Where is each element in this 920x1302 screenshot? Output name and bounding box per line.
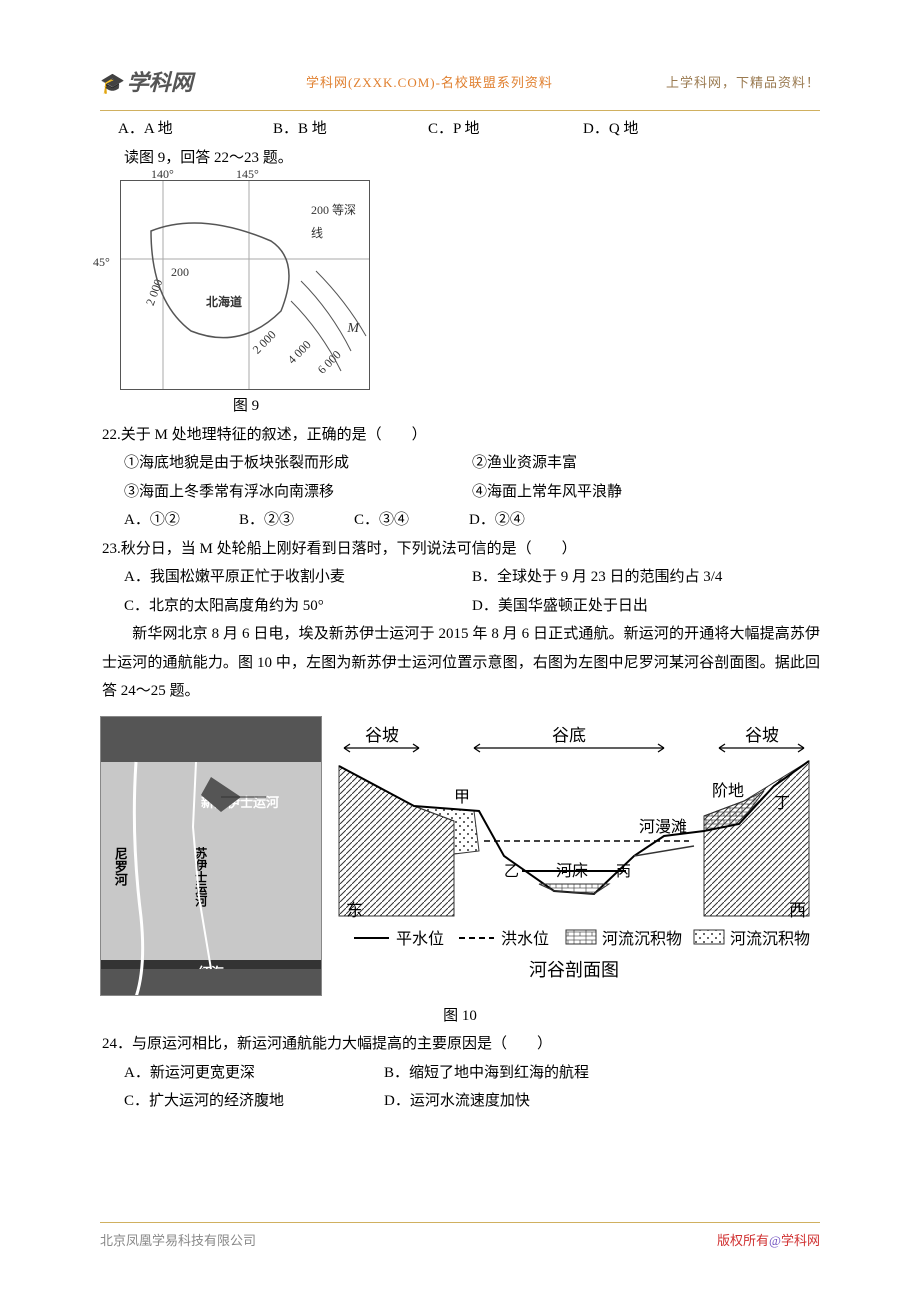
document-body: A．A 地 B．B 地 C．P 地 D．Q 地 读图 9，回答 22～23 题。… <box>100 115 820 1116</box>
q24-row1: A．新运河更宽更深 B．缩短了地中海到红海的航程 <box>100 1059 820 1088</box>
intro-fig9: 读图 9，回答 22～23 题。 <box>100 144 820 173</box>
lat-45: 45° <box>93 251 110 274</box>
option-b: B．全球处于 9 月 23 日的范围约占 3/4 <box>472 563 820 592</box>
option-a: A．A 地 <box>118 115 273 144</box>
copyright-brand: 学科网 <box>781 1233 820 1248</box>
page-header: 🎓 学科网 学科网(ZXXK.COM)-名校联盟系列资料 上学科网，下精品资料！ <box>100 62 820 111</box>
option-c: C．③④ <box>354 506 469 535</box>
paragraph-fig10: 新华网北京 8 月 6 日电，埃及新苏伊士运河于 2015 年 8 月 6 日正… <box>100 620 820 706</box>
q22-stem: 22.关于 M 处地理特征的叙述，正确的是（ ） <box>100 421 820 450</box>
slope-left-label: 谷坡 <box>365 726 399 745</box>
q23-row2: C．北京的太阳高度角约为 50° D．美国华盛顿正处于日出 <box>100 592 820 621</box>
q23-row1: A．我国松嫩平原正忙于收割小麦 B．全球处于 9 月 23 日的范围约占 3/4 <box>100 563 820 592</box>
option-c: C．北京的太阳高度角约为 50° <box>124 592 472 621</box>
q22-statements-2: ③海面上冬季常有浮冰向南漂移 ④海面上常年风平浪静 <box>100 478 820 507</box>
fig10-left-map: 地中海 新苏伊士运河 尼罗河 苏伊士运河 红海 <box>100 716 322 996</box>
option-a: A．①② <box>124 506 239 535</box>
hokkaido-label: 北海道 <box>206 291 242 314</box>
lon-140: 140° <box>151 163 174 186</box>
valley-bottom-label: 谷底 <box>552 726 586 745</box>
floodplain-label: 河漫滩 <box>639 818 687 836</box>
figure-9-map: 140° 145° 45° 200 等深线 北海道 200 2 000 2 00… <box>120 180 370 390</box>
logo: 🎓 学科网 <box>100 62 193 104</box>
legend-normal: 平水位 <box>396 930 444 948</box>
option-b: B．B 地 <box>273 115 428 144</box>
stmt-4: ④海面上常年风平浪静 <box>472 478 820 507</box>
option-d: D．②④ <box>469 506 584 535</box>
header-right-text: 上学科网，下精品资料！ <box>666 71 820 96</box>
ding-label: 丁 <box>774 795 790 812</box>
stmt-3: ③海面上冬季常有浮冰向南漂移 <box>124 478 472 507</box>
depth-200-legend: 200 等深线 <box>311 199 361 245</box>
riverbed-label: 河床 <box>556 862 588 880</box>
option-a: A．新运河更宽更深 <box>124 1059 384 1088</box>
figure-10: 地中海 新苏伊士运河 尼罗河 苏伊士运河 红海 <box>100 716 820 996</box>
q22-options: A．①② B．②③ C．③④ D．②④ <box>100 506 820 535</box>
terrace-label: 阶地 <box>712 782 744 800</box>
west-label: 西 <box>789 901 806 920</box>
m-point: M <box>347 316 359 343</box>
lon-145: 145° <box>236 163 259 186</box>
option-d: D．运河水流速度加快 <box>384 1087 530 1116</box>
option-d: D．美国华盛顿正处于日出 <box>472 592 820 621</box>
q23-stem: 23.秋分日，当 M 处轮船上刚好看到日落时，下列说法可信的是（ ） <box>100 535 820 564</box>
stmt-1: ①海底地貌是由于板块张裂而形成 <box>124 449 472 478</box>
depth-2000-left: 2 000 <box>139 276 170 309</box>
option-b: B．缩短了地中海到红海的航程 <box>384 1059 589 1088</box>
logo-text: 学科网 <box>127 62 193 104</box>
left-map-svg <box>101 717 321 995</box>
east-label: 东 <box>346 901 363 920</box>
copyright-prefix: 版权所有 <box>717 1233 769 1248</box>
depth-2000: 2 000 <box>247 325 282 360</box>
q24-row2: C．扩大运河的经济腹地 D．运河水流速度加快 <box>100 1087 820 1116</box>
section-title: 河谷剖面图 <box>529 960 619 980</box>
cross-section-svg: 谷坡 谷底 谷坡 甲 阶地 丁 河漫滩 乙 河床 丙 东 西 平水位 洪水位 <box>334 716 814 996</box>
at-symbol: @ <box>769 1233 781 1248</box>
q21-options: A．A 地 B．B 地 C．P 地 D．Q 地 <box>100 115 820 144</box>
option-d: D．Q 地 <box>583 115 738 144</box>
page-footer: 北京凤凰学易科技有限公司 版权所有@学科网 <box>100 1222 820 1254</box>
q22-statements-1: ①海底地貌是由于板块张裂而形成 ②渔业资源丰富 <box>100 449 820 478</box>
header-center-text: 学科网(ZXXK.COM)-名校联盟系列资料 <box>306 71 553 96</box>
footer-copyright: 版权所有@学科网 <box>717 1229 820 1254</box>
option-b: B．②③ <box>239 506 354 535</box>
option-c: C．P 地 <box>428 115 583 144</box>
q24-stem: 24．与原运河相比，新运河通航能力大幅提高的主要原因是（ ） <box>100 1030 820 1059</box>
fig10-caption: 图 10 <box>100 1002 820 1031</box>
depth-200: 200 <box>171 261 189 284</box>
fig9-caption: 图 9 <box>106 392 386 421</box>
graduate-icon: 🎓 <box>100 65 125 103</box>
footer-company: 北京凤凰学易科技有限公司 <box>100 1229 256 1254</box>
jia-label: 甲 <box>454 789 470 806</box>
bing-label: 丙 <box>616 864 631 880</box>
slope-right-label: 谷坡 <box>745 726 779 745</box>
legend-sed2: 河流沉积物 <box>730 930 810 948</box>
legend-sed1: 河流沉积物 <box>602 930 682 948</box>
legend-flood: 洪水位 <box>501 930 549 948</box>
stmt-2: ②渔业资源丰富 <box>472 449 820 478</box>
yi-label: 乙 <box>504 864 519 880</box>
fig10-right-section: 谷坡 谷底 谷坡 甲 阶地 丁 河漫滩 乙 河床 丙 东 西 平水位 洪水位 <box>334 716 814 996</box>
option-a: A．我国松嫩平原正忙于收割小麦 <box>124 563 472 592</box>
option-c: C．扩大运河的经济腹地 <box>124 1087 384 1116</box>
